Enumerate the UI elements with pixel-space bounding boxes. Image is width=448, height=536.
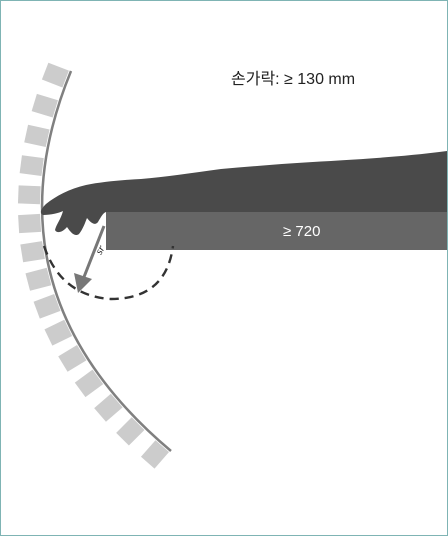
reach-radius-arrow-shaft bbox=[82, 225, 106, 278]
guard-segment bbox=[25, 267, 52, 291]
reach-radius-arrow-head bbox=[74, 273, 92, 293]
reach-dashed-arc bbox=[42, 245, 175, 301]
guard-segment bbox=[24, 124, 50, 148]
guard-curve bbox=[40, 70, 172, 452]
guard-segment bbox=[41, 62, 69, 88]
guard-segment bbox=[44, 319, 73, 346]
finger-reach-label: 손가락: ≥ 130 mm bbox=[231, 71, 356, 88]
guard-segment bbox=[20, 241, 45, 263]
guard-segment bbox=[116, 417, 145, 446]
guard-segment bbox=[94, 393, 123, 422]
guard-segment bbox=[58, 345, 87, 372]
guard-segment bbox=[18, 213, 42, 234]
guard-segments bbox=[17, 62, 170, 469]
guard-segment bbox=[33, 294, 61, 319]
guard-segment bbox=[19, 155, 44, 176]
guard-segment bbox=[17, 185, 41, 205]
guard-segment bbox=[74, 369, 104, 398]
reach-table bbox=[106, 212, 447, 250]
arm-silhouette bbox=[40, 151, 447, 236]
guard-segment bbox=[140, 440, 170, 469]
arm-length-label: ≥ 720 bbox=[283, 223, 321, 240]
guard-segment bbox=[31, 93, 58, 118]
